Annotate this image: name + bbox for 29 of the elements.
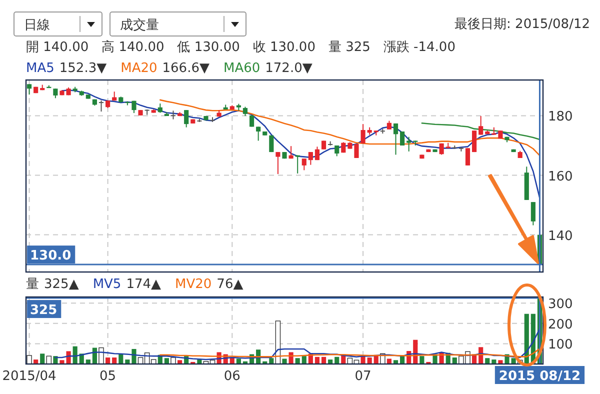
y-tick-label: 100 bbox=[548, 338, 573, 353]
x-tick-label: 07 bbox=[354, 369, 372, 384]
y-tick-label: 300 bbox=[548, 297, 573, 312]
x-tick-label: 06 bbox=[224, 369, 240, 384]
text: 325▲ bbox=[44, 277, 79, 292]
text: 174▲ bbox=[126, 277, 162, 292]
y-tick-label: 160 bbox=[548, 169, 573, 184]
text: MA60 bbox=[223, 61, 260, 76]
text: MV20 bbox=[175, 277, 212, 292]
ref-line-label: 130.0 bbox=[30, 248, 72, 264]
x-tick-label: 2015/04 bbox=[2, 369, 56, 384]
text: MV5 bbox=[92, 277, 122, 292]
series-label: MA5 bbox=[26, 61, 54, 76]
text: 成交量 bbox=[120, 17, 159, 33]
y-tick-label: 180 bbox=[548, 110, 573, 125]
text: 開 140.00 高 140.00 低 130.00 收 130.00 量 325 漲跌 -14.00 bbox=[26, 39, 456, 55]
y-tick-label: 200 bbox=[548, 317, 573, 332]
text: 日線 bbox=[24, 18, 50, 33]
series-label: MA20 bbox=[120, 61, 158, 76]
ref-line-label: 325 bbox=[30, 303, 58, 318]
x-tick-label: 2015 08/12 bbox=[498, 369, 581, 384]
text: 76▲ bbox=[216, 277, 244, 292]
text: 172.0▼ bbox=[265, 61, 312, 76]
text: 量 bbox=[26, 277, 39, 292]
chart-title: 最後日期: 2015/08/12 bbox=[454, 17, 590, 32]
y-tick-label: 140 bbox=[548, 228, 573, 244]
text: 166.6▼ bbox=[162, 61, 210, 76]
x-tick-label: 05 bbox=[100, 369, 116, 384]
text: 152.3▼ bbox=[59, 61, 107, 76]
